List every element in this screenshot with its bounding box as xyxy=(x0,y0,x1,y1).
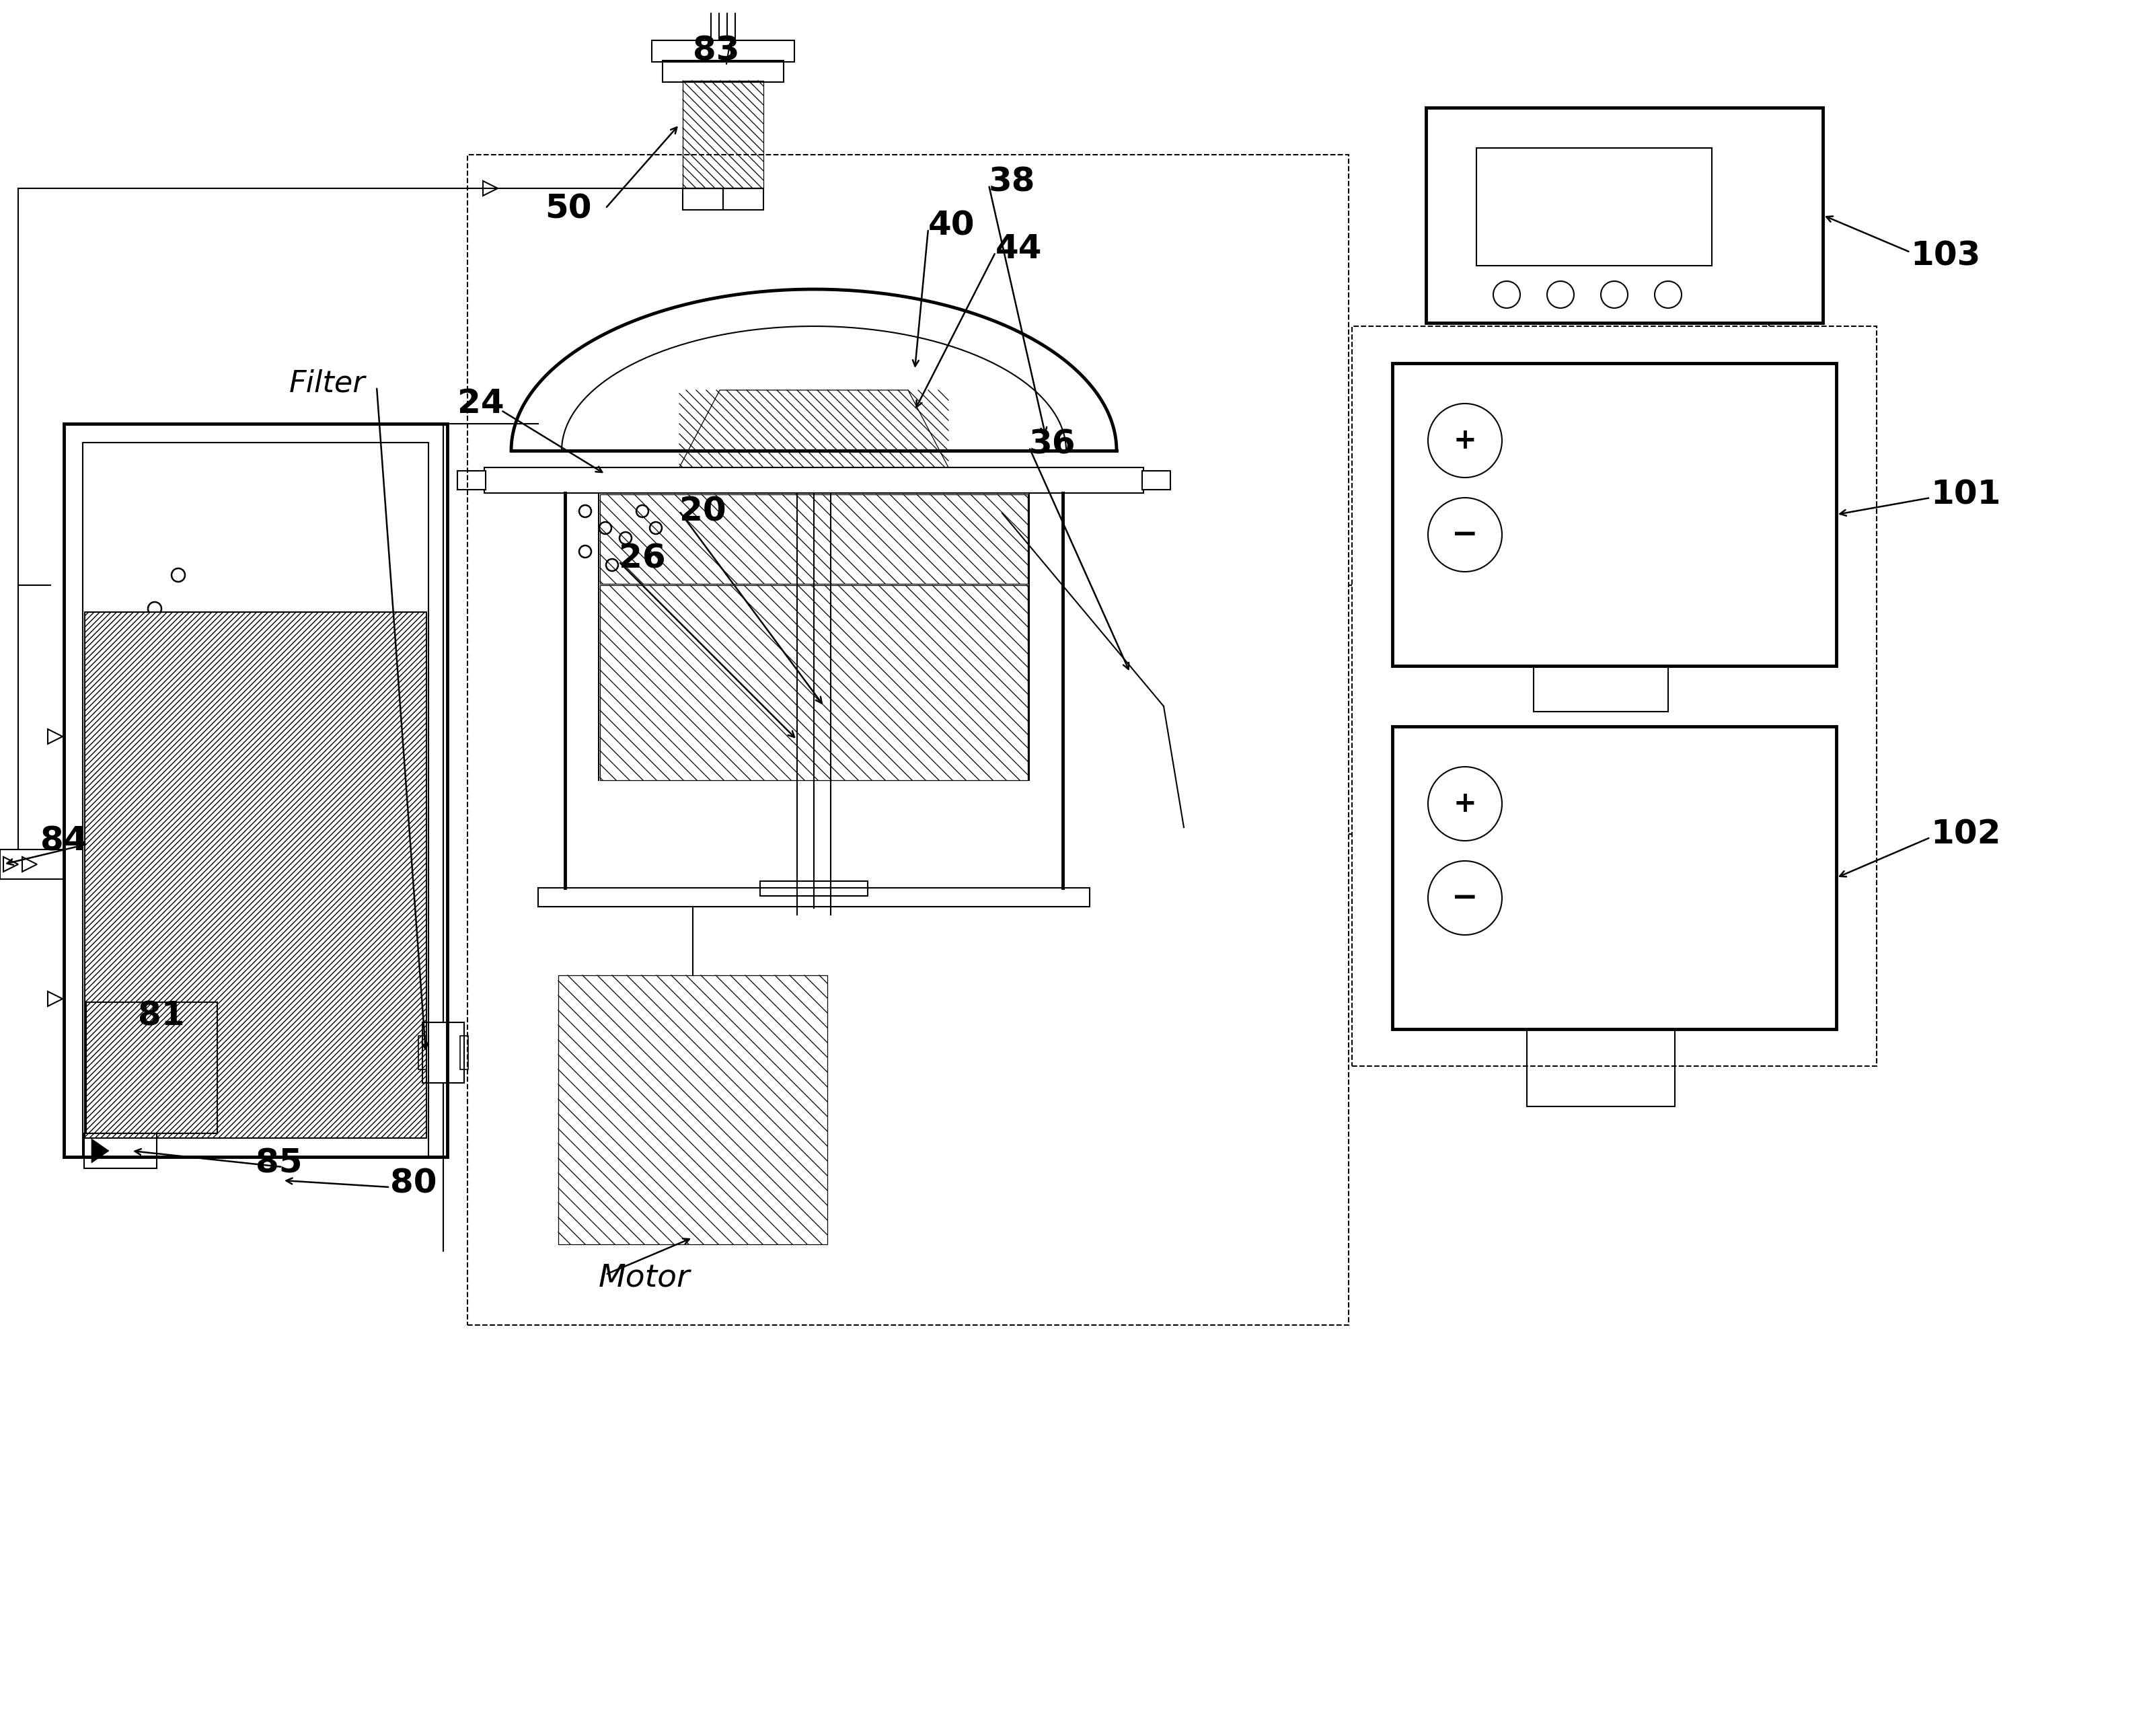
Polygon shape xyxy=(684,80,763,187)
Text: 24: 24 xyxy=(456,387,504,420)
Bar xyxy=(1534,667,1667,712)
Circle shape xyxy=(189,774,201,786)
Bar xyxy=(461,1036,467,1069)
Text: 102: 102 xyxy=(1931,818,2002,851)
Bar xyxy=(467,155,1348,1325)
Polygon shape xyxy=(559,976,827,1245)
Polygon shape xyxy=(679,391,949,467)
Circle shape xyxy=(171,653,184,667)
Bar xyxy=(84,1134,156,1168)
Text: −: − xyxy=(1451,519,1479,550)
Circle shape xyxy=(171,568,184,582)
Circle shape xyxy=(579,505,591,517)
Circle shape xyxy=(579,545,591,557)
Circle shape xyxy=(148,602,161,616)
Bar xyxy=(651,40,795,62)
Bar xyxy=(1352,326,1877,1066)
Text: 85: 85 xyxy=(255,1147,302,1180)
Bar xyxy=(1393,726,1837,1029)
Polygon shape xyxy=(600,495,1029,583)
Circle shape xyxy=(600,523,611,535)
Text: 26: 26 xyxy=(619,542,666,575)
Text: 50: 50 xyxy=(544,193,591,224)
Bar xyxy=(1142,470,1170,490)
Text: 81: 81 xyxy=(137,1000,184,1031)
Bar xyxy=(538,887,1089,906)
Circle shape xyxy=(636,505,649,517)
Bar xyxy=(86,1002,216,1134)
Bar xyxy=(1393,363,1837,667)
Circle shape xyxy=(606,559,617,571)
Circle shape xyxy=(619,531,632,543)
Text: Filter: Filter xyxy=(289,370,366,398)
Text: 40: 40 xyxy=(928,208,975,241)
Text: Motor: Motor xyxy=(598,1262,690,1293)
Bar xyxy=(484,467,1144,493)
Circle shape xyxy=(649,523,662,535)
Circle shape xyxy=(148,686,161,700)
Bar xyxy=(86,613,426,1139)
Text: 103: 103 xyxy=(1909,240,1980,273)
Text: 36: 36 xyxy=(1029,427,1076,460)
Text: 84: 84 xyxy=(41,825,88,858)
Text: 80: 80 xyxy=(390,1168,437,1200)
Text: 83: 83 xyxy=(692,35,739,66)
Text: +: + xyxy=(1453,790,1477,818)
Bar xyxy=(761,882,868,896)
Polygon shape xyxy=(92,1139,109,1163)
Text: 101: 101 xyxy=(1931,477,2002,510)
Bar xyxy=(662,61,784,82)
Text: −: − xyxy=(1451,884,1479,913)
Text: 38: 38 xyxy=(988,165,1035,198)
Bar xyxy=(456,470,486,490)
Bar xyxy=(418,1036,426,1069)
Bar xyxy=(0,849,64,878)
Bar xyxy=(64,424,448,1156)
Text: 44: 44 xyxy=(996,233,1041,266)
Circle shape xyxy=(189,700,201,713)
Bar xyxy=(1425,108,1824,323)
Bar xyxy=(1526,1029,1676,1106)
Bar xyxy=(422,1023,465,1083)
Polygon shape xyxy=(600,585,1029,779)
Bar xyxy=(684,187,763,210)
Circle shape xyxy=(159,746,171,760)
Text: +: + xyxy=(1453,427,1477,455)
Bar xyxy=(84,443,429,1156)
Text: 20: 20 xyxy=(679,495,726,528)
Bar xyxy=(1477,148,1712,266)
